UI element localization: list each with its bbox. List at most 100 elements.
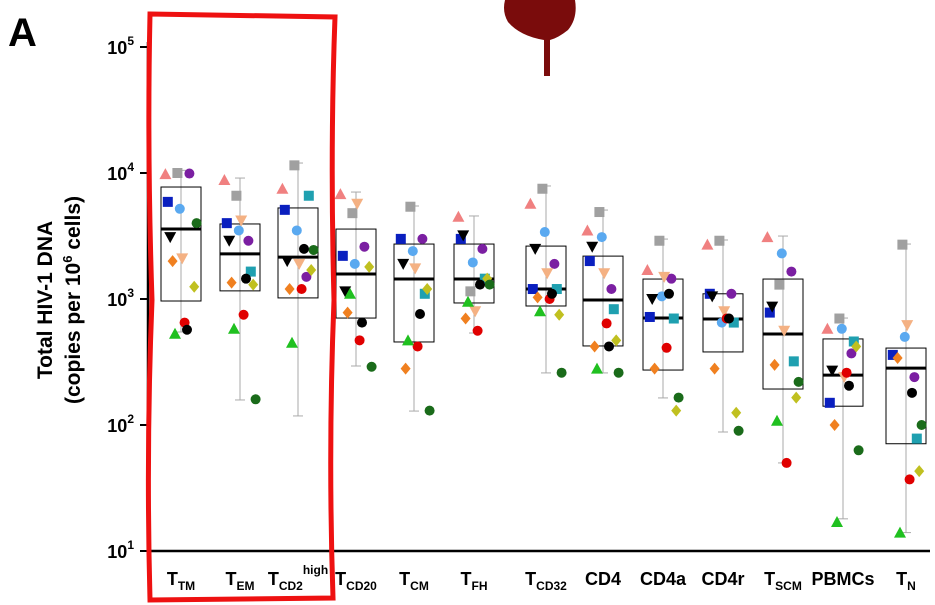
data-point bbox=[409, 263, 421, 274]
data-point bbox=[289, 160, 299, 170]
data-point bbox=[164, 232, 176, 243]
data-point bbox=[286, 337, 298, 348]
x-tick-label: TN bbox=[896, 569, 916, 593]
data-point bbox=[598, 268, 610, 279]
data-point bbox=[837, 324, 847, 334]
data-point bbox=[669, 314, 679, 324]
data-point bbox=[285, 283, 295, 295]
x-tick-label: TSCM bbox=[764, 569, 802, 593]
data-point bbox=[842, 368, 852, 378]
data-point bbox=[641, 264, 653, 275]
x-tick-label-sub: CD32 bbox=[536, 579, 567, 593]
x-tick-label-sup: high bbox=[303, 563, 328, 577]
x-tick-label-sub: CD20 bbox=[346, 579, 377, 593]
data-point bbox=[415, 309, 425, 319]
data-point bbox=[645, 312, 655, 322]
data-point bbox=[299, 244, 309, 254]
data-point bbox=[597, 232, 607, 242]
blood-bag-icon bbox=[504, 0, 576, 76]
data-point bbox=[297, 284, 307, 294]
data-point bbox=[581, 224, 593, 235]
data-point bbox=[830, 419, 840, 431]
y-axis-label: Total HIV-1 DNA bbox=[34, 221, 57, 379]
data-point bbox=[425, 406, 435, 416]
data-point bbox=[292, 225, 302, 235]
data-point bbox=[405, 202, 415, 212]
data-point bbox=[402, 334, 414, 345]
data-point bbox=[897, 240, 907, 250]
x-tick-label: CD4a bbox=[640, 569, 687, 589]
data-point bbox=[227, 277, 237, 289]
data-point bbox=[900, 332, 910, 342]
data-point bbox=[794, 377, 804, 387]
data-point bbox=[549, 259, 559, 269]
data-point bbox=[347, 208, 357, 218]
y-tick-exp: 1 bbox=[127, 538, 134, 552]
x-tick-label: PBMCs bbox=[811, 569, 874, 589]
y-tick-label: 104 bbox=[107, 160, 134, 184]
x-tick-label-main: T bbox=[399, 569, 410, 589]
data-point bbox=[184, 169, 194, 179]
data-point bbox=[243, 236, 253, 246]
data-point bbox=[413, 341, 423, 351]
data-point bbox=[537, 184, 547, 194]
data-point bbox=[554, 309, 564, 321]
y-tick-exp: 2 bbox=[127, 412, 134, 426]
data-point bbox=[844, 381, 854, 391]
data-point bbox=[192, 218, 202, 228]
data-point bbox=[654, 236, 664, 246]
data-point bbox=[462, 296, 474, 307]
x-tick-label: TTM bbox=[167, 569, 195, 593]
y-tick-base: 10 bbox=[107, 416, 127, 436]
data-point bbox=[475, 280, 485, 290]
x-tick-label: TCD20 bbox=[335, 569, 377, 593]
data-point bbox=[789, 356, 799, 366]
data-point bbox=[241, 274, 251, 284]
data-point bbox=[343, 307, 353, 319]
y-axis-label-tail: cells) bbox=[62, 196, 85, 256]
data-point bbox=[614, 368, 624, 378]
data-point bbox=[907, 388, 917, 398]
x-tick-label-sub: FH bbox=[472, 579, 488, 593]
data-point bbox=[825, 398, 835, 408]
data-point bbox=[590, 340, 600, 352]
y-tick-base: 10 bbox=[107, 38, 127, 58]
data-point bbox=[276, 183, 288, 194]
y-axis-label-sup: 6 bbox=[60, 256, 75, 263]
data-point bbox=[534, 305, 546, 316]
data-point bbox=[408, 246, 418, 256]
x-tick-label-sub: SCM bbox=[775, 579, 802, 593]
data-point bbox=[831, 516, 843, 527]
data-point bbox=[218, 174, 230, 185]
data-point bbox=[909, 372, 919, 382]
y-tick-label: 105 bbox=[107, 34, 134, 58]
x-tick-label-main: T bbox=[226, 569, 237, 589]
data-point bbox=[477, 244, 487, 254]
data-point bbox=[557, 368, 567, 378]
data-point bbox=[714, 236, 724, 246]
highlight-box bbox=[148, 14, 335, 600]
data-point bbox=[357, 318, 367, 328]
data-point bbox=[604, 341, 614, 351]
data-point bbox=[351, 199, 363, 210]
data-point bbox=[172, 168, 182, 178]
y-tick-label: 103 bbox=[107, 286, 134, 310]
x-tick-label-sub: CD2 bbox=[279, 579, 303, 593]
x-tick-label: TCD32 bbox=[525, 569, 567, 593]
data-point bbox=[239, 310, 249, 320]
x-tick-label-main: T bbox=[896, 569, 907, 589]
y-tick-base: 10 bbox=[107, 542, 127, 562]
data-point bbox=[834, 314, 844, 324]
data-point bbox=[182, 325, 192, 335]
data-point bbox=[914, 465, 924, 477]
data-point bbox=[905, 474, 915, 484]
data-point bbox=[222, 218, 232, 228]
data-point bbox=[726, 289, 736, 299]
x-tick-label-main: T bbox=[525, 569, 536, 589]
data-point bbox=[223, 236, 235, 247]
y-tick-base: 10 bbox=[107, 290, 127, 310]
y-tick-base: 10 bbox=[107, 164, 127, 184]
data-point bbox=[540, 227, 550, 237]
data-point bbox=[355, 335, 365, 345]
data-point bbox=[701, 239, 713, 250]
